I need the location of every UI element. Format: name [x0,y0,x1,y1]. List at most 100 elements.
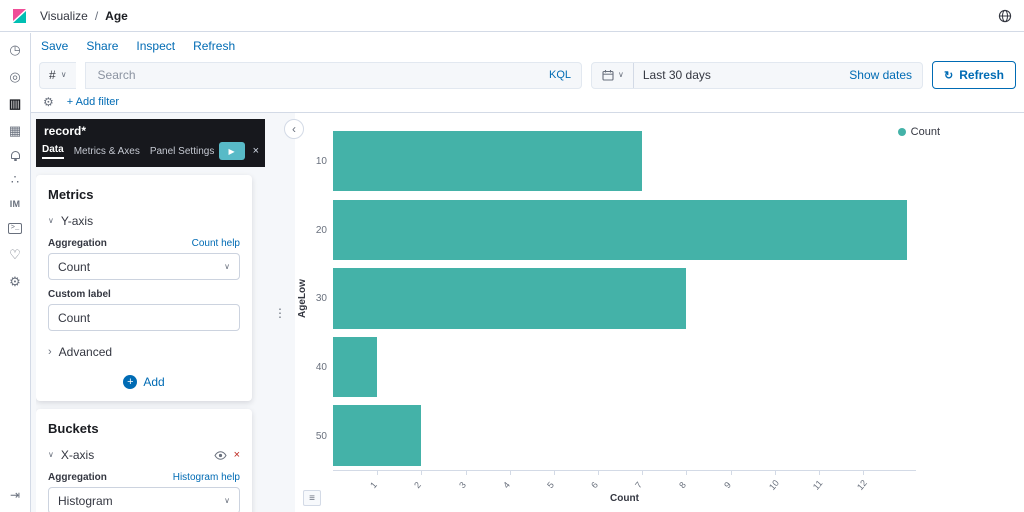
x-tick-mark [818,471,820,475]
tab-panel-settings[interactable]: Panel Settings [149,145,215,157]
x-axis-title: Count [610,493,639,504]
machine-learning-icon[interactable]: ∴ [10,172,20,187]
calendar-icon [602,70,614,81]
visualize-icon[interactable]: ▥ [8,96,22,111]
breadcrumb-current: Age [105,8,128,23]
collapse-nav-icon[interactable]: ⇥ [9,488,21,502]
y-axis-accordion[interactable]: ∨ Y-axis [48,214,240,228]
metric-aggregation-select[interactable]: Count ∨ [48,253,240,280]
x-tick-label: 1 [368,479,380,491]
calendar-dropdown[interactable]: ∨ [602,62,634,88]
globe-icon[interactable] [998,9,1012,23]
y-axis-tick-labels: 10 20 30 40 50 [303,127,327,471]
x-tick-label: 10 [766,477,781,493]
filter-settings-gear-icon[interactable]: ⚙ [43,94,54,109]
x-tick-label: 12 [854,477,870,493]
breadcrumb: Visualize / Age [40,9,128,23]
custom-label-label: Custom label [48,289,111,300]
panel-resize-gutter: ⋮ [265,113,295,512]
dashboard-icon[interactable]: ▦ [8,123,22,138]
refresh-button-label: Refresh [959,68,1004,82]
search-input[interactable] [95,67,541,83]
remove-bucket-icon[interactable]: × [233,449,240,461]
x-tick-mark [598,471,599,475]
toolbar-link-share[interactable]: Share [86,39,119,53]
x-tick-label: 4 [500,479,512,491]
bar-age-20[interactable] [333,199,908,261]
discard-changes-icon[interactable]: × [252,145,259,157]
discover-icon[interactable]: ◎ [9,69,21,84]
chart-legend[interactable]: Count [897,126,940,138]
x-tick-label: 5 [544,479,556,491]
eye-toggle-icon[interactable] [213,450,227,460]
bar-age-40[interactable] [333,336,378,398]
infrastructure-im-icon[interactable]: IM [9,199,21,209]
date-picker: ∨ Last 30 days Show dates [591,61,923,89]
show-dates-button[interactable]: Show dates [849,68,912,82]
console-icon[interactable]: >_ [7,223,23,234]
x-tick-mark [642,471,644,475]
chevron-right-icon: › [48,346,52,358]
collapse-editor-button[interactable]: ‹ [284,119,304,139]
x-tick-mark [730,471,732,475]
time-range-value[interactable]: Last 30 days [642,68,711,82]
y-tick-label: 40 [315,362,327,374]
histogram-help-link[interactable]: Histogram help [172,472,240,483]
add-metric-label: Add [143,375,165,389]
apply-changes-button[interactable]: ▶ [218,142,245,160]
x-tick-mark [377,471,379,475]
plus-icon: + [123,375,138,389]
metric-aggregation-value: Count [58,259,91,274]
kibana-logo[interactable] [12,8,28,24]
field-filter-dropdown[interactable]: # ∨ [39,61,76,89]
legend-toggle-icon[interactable]: ≡ [303,490,321,506]
aggregation-label: Aggregation [48,472,107,483]
add-filter-button[interactable]: + Add filter [66,95,120,108]
advanced-accordion[interactable]: › Advanced [48,345,240,359]
breadcrumb-visualize[interactable]: Visualize [40,8,88,23]
y-tick-label: 50 [315,431,327,443]
chevron-down-icon: ∨ [48,216,54,225]
content-area: record* Data Metrics & Axes Panel Settings… [31,112,1024,512]
bucket-aggregation-select[interactable]: Histogram ∨ [48,487,240,512]
toolbar-link-refresh[interactable]: Refresh [193,39,236,53]
buckets-card: Buckets ∨ X-axis × [36,409,252,512]
resize-handle-icon[interactable]: ⋮ [274,305,286,320]
chevron-down-icon: ∨ [60,70,67,79]
x-tick-mark [863,471,864,475]
bar-age-10[interactable] [333,131,643,192]
refresh-button[interactable]: ↻ Refresh [932,61,1016,89]
x-axis-tick-labels: 1 2 3 4 5 6 7 8 9 10 11 12 [333,471,916,499]
management-gear-icon[interactable]: ⚙ [9,274,21,289]
bar-age-30[interactable] [333,268,687,329]
add-metric-button[interactable]: + Add [48,375,240,389]
alerts-bell-icon[interactable] [10,151,20,161]
legend-label: Count [910,126,940,138]
x-tick-label: 9 [721,479,733,491]
hash-icon: # [49,68,56,82]
kql-badge[interactable]: KQL [548,69,571,81]
buckets-title: Buckets [48,421,99,436]
x-axis-accordion[interactable]: ∨ X-axis × [48,448,240,462]
bar-age-50[interactable] [333,405,422,466]
filter-bar: ⚙ + Add filter [31,91,1024,112]
x-tick-label: 11 [810,478,825,492]
tab-data[interactable]: Data [42,144,64,159]
index-pattern-header: record* Data Metrics & Axes Panel Settings… [36,119,265,167]
x-tick-mark [421,471,423,475]
top-header: Visualize / Age [0,0,1024,32]
search-box: KQL [84,61,582,89]
toolbar-link-save[interactable]: Save [41,39,69,53]
editor-tabs: Data Metrics & Axes Panel Settings ▶ × [36,140,265,167]
x-tick-label: 2 [412,479,424,491]
custom-label-input[interactable] [48,304,240,331]
count-help-link[interactable]: Count help [191,238,240,249]
y-tick-label: 30 [315,293,327,305]
uptime-icon[interactable]: ♡ [9,247,21,262]
vis-editor-sidebar: record* Data Metrics & Axes Panel Settings… [31,113,265,512]
toolbar-link-inspect[interactable]: Inspect [136,39,176,53]
y-axis-label: Y-axis [60,214,94,228]
tab-metrics-axes[interactable]: Metrics & Axes [73,145,140,157]
recently-viewed-icon[interactable]: ◷ [9,42,21,57]
